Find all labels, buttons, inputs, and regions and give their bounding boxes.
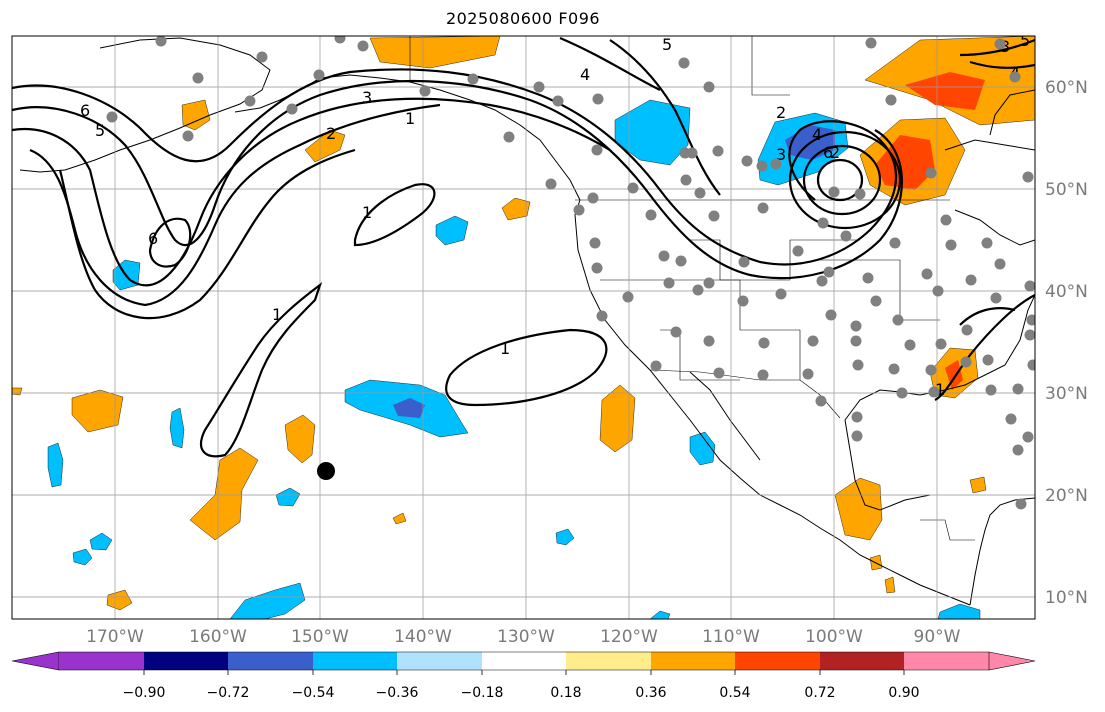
colorbar-bin	[228, 652, 313, 670]
contour-label: 5	[662, 35, 672, 54]
map-title: 2025080600 F096	[445, 9, 601, 28]
contour-label: 1	[405, 109, 415, 128]
positive-anomaly-region	[392, 512, 407, 525]
political-borders	[409, 36, 975, 541]
coastlines	[19, 37, 1035, 606]
map-frame	[11, 35, 1036, 620]
colorbar-bin	[651, 652, 735, 670]
negative-anomaly-region	[229, 582, 306, 619]
negative-anomaly-region	[393, 398, 425, 418]
contour-label: 6	[148, 229, 158, 248]
contour-label: 1	[272, 305, 282, 324]
positive-anomaly-region	[106, 589, 133, 611]
anomaly-shading	[12, 36, 1035, 619]
colorbar-bin	[313, 652, 397, 670]
colorbar-tick-label: −0.54	[292, 685, 335, 701]
colorbar-extend-min	[11, 651, 60, 671]
contour-label: 2	[326, 124, 336, 143]
colorbar-tick-label: 0.54	[719, 685, 750, 701]
colorbar-tick-label: 0.72	[804, 685, 835, 701]
colorbar-tick-label: 0.36	[635, 685, 666, 701]
height-contours	[12, 36, 1035, 458]
contour-label: 3	[1000, 37, 1010, 56]
positive-anomaly-region	[181, 99, 211, 131]
graticule	[12, 36, 1035, 619]
colorbar-bin	[59, 652, 144, 670]
positive-anomaly-region	[834, 477, 883, 541]
positive-anomaly-region	[905, 72, 985, 110]
contour-labels: 6 5 4 3 2 1 2 1 1 1 6 5 4 3 3 4 2 1 5 6	[80, 31, 1030, 399]
lat-label: 40°N	[1045, 282, 1088, 302]
lon-label: 100°W	[805, 627, 863, 647]
negative-anomaly-region	[555, 528, 575, 546]
lon-label: 90°W	[914, 627, 961, 647]
positive-anomaly-region	[875, 135, 935, 190]
contour-label: 1	[362, 203, 372, 222]
colorbar: −0.90 −0.72 −0.54 −0.36 −0.18 0.18 0.36 …	[11, 651, 1036, 701]
lon-label: 170°W	[86, 627, 144, 647]
lon-label: 130°W	[497, 627, 555, 647]
negative-anomaly-region	[72, 548, 93, 566]
positive-anomaly-region	[189, 447, 259, 541]
positive-anomaly-region	[12, 387, 23, 396]
colorbar-bin	[735, 652, 820, 670]
positive-anomaly-region	[599, 384, 636, 453]
negative-anomaly-region	[937, 603, 981, 619]
contour-label: 4	[580, 65, 590, 84]
colorbar-tick-label: −0.18	[461, 685, 504, 701]
negative-anomaly-region	[169, 407, 185, 449]
colorbar-extend-max	[988, 651, 1036, 671]
negative-anomaly-region	[47, 442, 64, 488]
contour-label: 1	[935, 380, 945, 399]
lon-label: 150°W	[291, 627, 349, 647]
contour-label: 5	[95, 121, 105, 140]
lat-label: 10°N	[1045, 588, 1088, 608]
contour-label: 4	[812, 125, 822, 144]
lat-label: 30°N	[1045, 384, 1088, 404]
negative-anomaly-region	[89, 532, 113, 551]
positive-anomaly-region	[945, 360, 963, 390]
contour-label: 3	[362, 88, 372, 107]
negative-anomaly-region	[649, 610, 671, 619]
colorbar-bin	[566, 652, 651, 670]
contour-label: 2	[830, 143, 840, 162]
colorbar-tick-label: −0.72	[207, 685, 250, 701]
colorbar-tick-label: −0.36	[376, 685, 419, 701]
colorbar-bin	[397, 652, 482, 670]
positive-anomaly-region	[284, 414, 316, 464]
positive-anomaly-region	[71, 389, 124, 433]
colorbar-tick-label: −0.90	[123, 685, 166, 701]
colorbar-tick-label: 0.18	[550, 685, 581, 701]
negative-anomaly-region	[275, 487, 301, 507]
lon-label: 120°W	[600, 627, 658, 647]
colorbar-tick-label: 0.90	[888, 685, 919, 701]
positive-anomaly-region	[884, 576, 896, 594]
lon-label: 160°W	[189, 627, 247, 647]
contour-label: 2	[776, 103, 786, 122]
station-markers	[106, 36, 1035, 510]
contour-label: 5	[1020, 31, 1030, 50]
latitude-labels: 60°N 50°N 40°N 30°N 20°N 10°N	[1045, 78, 1088, 608]
lon-label: 110°W	[702, 627, 760, 647]
map-area: 6 5 4 3 2 1 2 1 1 1 6 5 4 3 3 4 2 1 5 6	[12, 31, 1035, 619]
contour-label: 6	[80, 101, 90, 120]
negative-anomaly-region	[435, 215, 469, 246]
colorbar-bin	[482, 652, 566, 670]
lat-label: 50°N	[1045, 180, 1088, 200]
highlighted-point-marker	[317, 462, 335, 480]
contour-label: 1	[500, 339, 510, 358]
contour-label: 3	[776, 145, 786, 164]
colorbar-bin	[904, 652, 989, 670]
negative-anomaly-region	[689, 431, 716, 466]
lat-label: 60°N	[1045, 78, 1088, 98]
contour-label: 6	[823, 143, 833, 162]
lon-label: 140°W	[394, 627, 452, 647]
longitude-labels: 170°W 160°W 150°W 140°W 130°W 120°W 110°…	[86, 627, 961, 647]
lat-label: 20°N	[1045, 486, 1088, 506]
positive-anomaly-region	[501, 197, 531, 221]
colorbar-bin	[820, 652, 904, 670]
positive-anomaly-region	[969, 476, 987, 494]
colorbar-bin	[144, 652, 228, 670]
